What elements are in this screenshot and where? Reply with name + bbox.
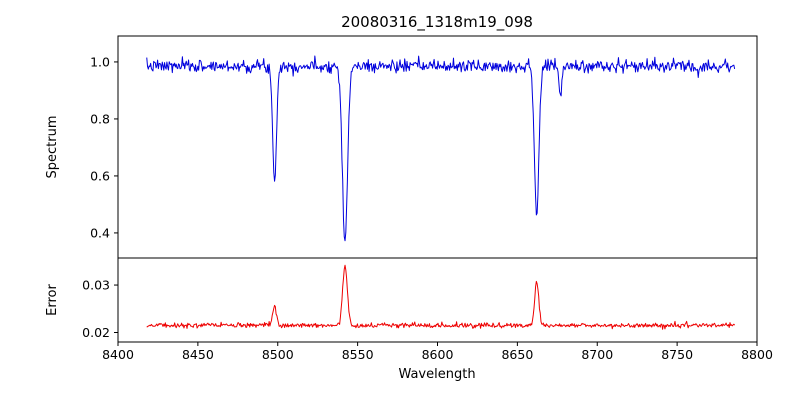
x-tick-label: 8700 (581, 347, 613, 362)
x-tick-label: 8750 (661, 347, 693, 362)
x-tick-label: 8800 (741, 347, 773, 362)
x-tick-label: 8500 (262, 347, 294, 362)
spectrum-y-axis-label: Spectrum (45, 116, 60, 179)
error-y-axis-ticks: 0.02 0.03 (82, 278, 118, 340)
chart-title: 20080316_1318m19_098 (341, 13, 533, 32)
x-tick-label: 8650 (501, 347, 533, 362)
x-axis-ticks: 8400 8450 8500 8550 8600 8650 8700 8750 8800 (102, 342, 773, 362)
x-tick-label: 8550 (342, 347, 374, 362)
x-axis-label: Wavelength (398, 367, 475, 382)
x-tick-label: 8450 (182, 347, 214, 362)
y-tick-label: 0.8 (90, 111, 110, 126)
y-tick-label: 0.6 (90, 168, 110, 183)
spectrum-panel: 0.4 0.6 0.8 1.0 Spectrum (45, 35, 758, 259)
error-line (146, 264, 736, 330)
y-tick-label: 0.4 (90, 225, 110, 240)
x-tick-label: 8400 (102, 347, 134, 362)
error-y-axis-label: Error (45, 284, 60, 316)
spectrum-y-axis-ticks: 0.4 0.6 0.8 1.0 (90, 54, 118, 240)
x-tick-label: 8600 (422, 347, 454, 362)
y-tick-label: 0.03 (82, 278, 110, 293)
y-tick-label: 0.02 (82, 325, 110, 340)
error-panel-frame (117, 257, 758, 343)
y-tick-label: 1.0 (90, 54, 110, 69)
spectrum-line (146, 55, 736, 242)
error-panel: 0.02 0.03 Error (45, 257, 758, 343)
